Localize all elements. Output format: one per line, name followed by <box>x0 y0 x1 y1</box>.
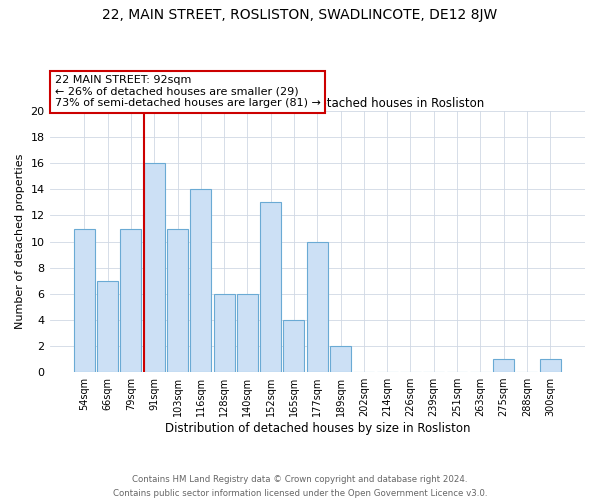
Text: 22 MAIN STREET: 92sqm
← 26% of detached houses are smaller (29)
73% of semi-deta: 22 MAIN STREET: 92sqm ← 26% of detached … <box>55 75 321 108</box>
Bar <box>237 294 258 372</box>
Bar <box>214 294 235 372</box>
Bar <box>74 228 95 372</box>
Text: 22, MAIN STREET, ROSLISTON, SWADLINCOTE, DE12 8JW: 22, MAIN STREET, ROSLISTON, SWADLINCOTE,… <box>103 8 497 22</box>
Bar <box>97 280 118 372</box>
Bar <box>539 359 560 372</box>
Bar <box>493 359 514 372</box>
Y-axis label: Number of detached properties: Number of detached properties <box>15 154 25 330</box>
Bar <box>190 190 211 372</box>
Title: Size of property relative to detached houses in Rosliston: Size of property relative to detached ho… <box>150 97 484 110</box>
Text: Contains HM Land Registry data © Crown copyright and database right 2024.
Contai: Contains HM Land Registry data © Crown c… <box>113 476 487 498</box>
Bar <box>330 346 351 372</box>
Bar <box>121 228 142 372</box>
Bar <box>167 228 188 372</box>
Bar <box>260 202 281 372</box>
Bar <box>283 320 304 372</box>
Bar <box>307 242 328 372</box>
Bar <box>144 164 165 372</box>
X-axis label: Distribution of detached houses by size in Rosliston: Distribution of detached houses by size … <box>164 422 470 435</box>
